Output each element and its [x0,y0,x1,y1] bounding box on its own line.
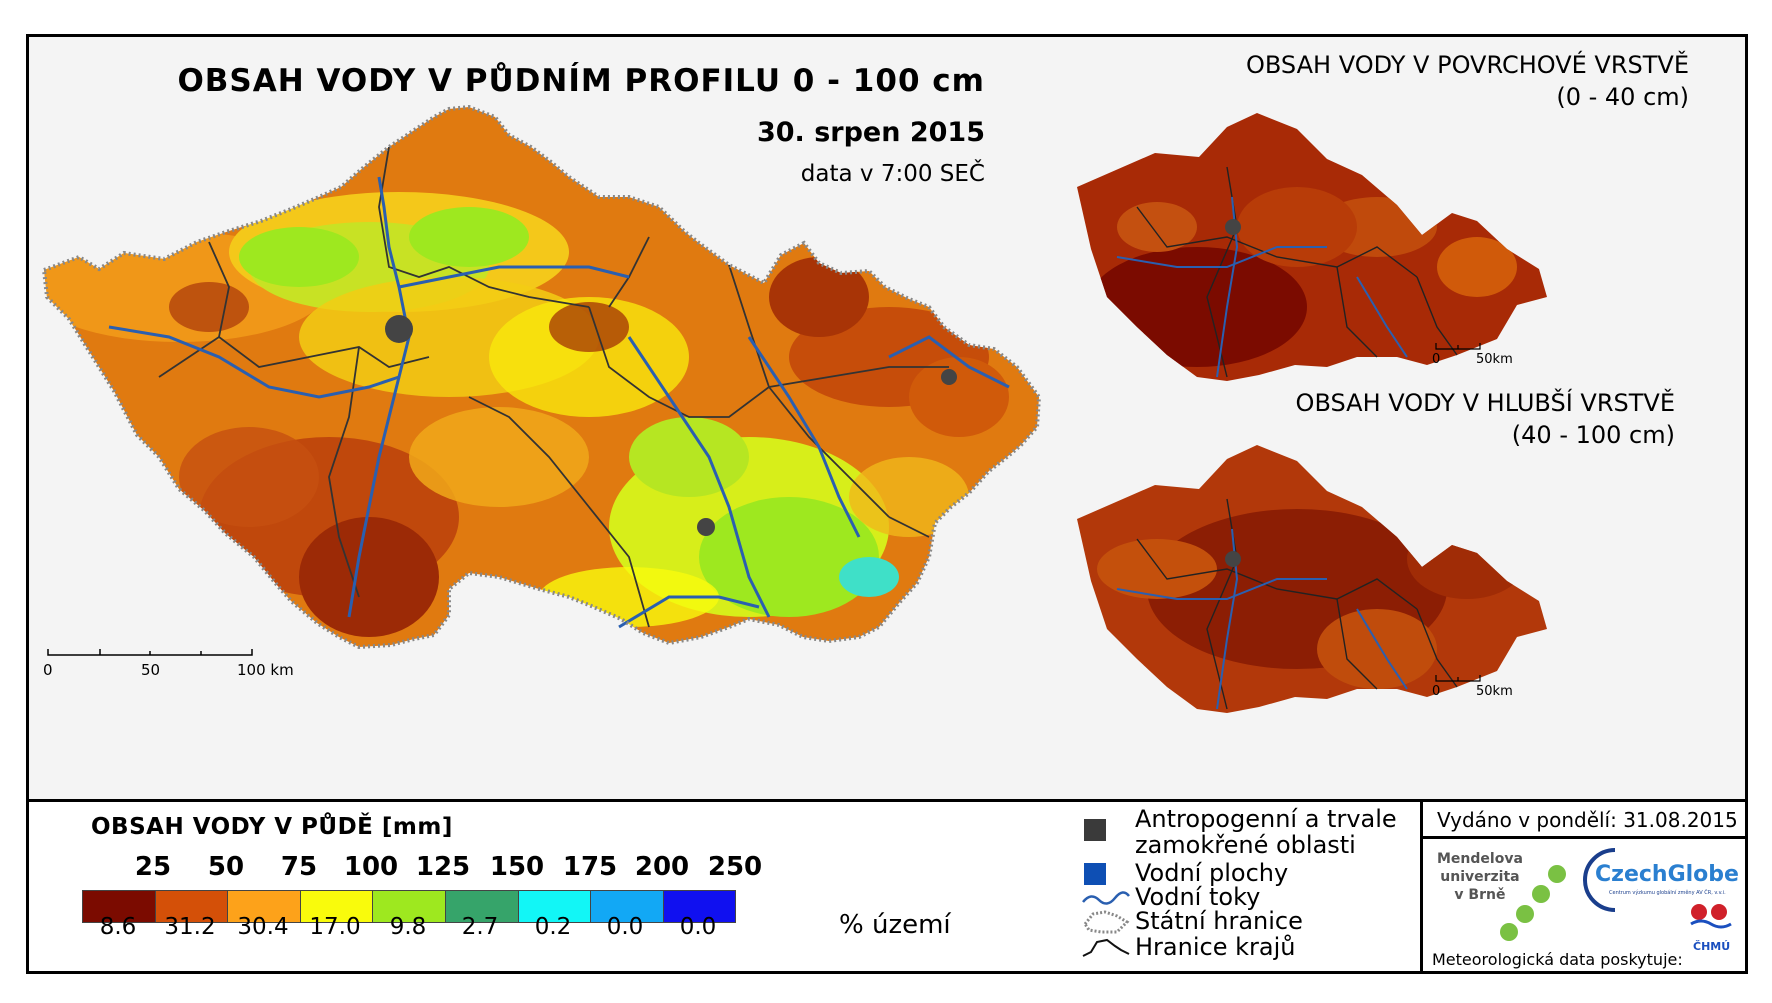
inset-top-scale [1435,343,1481,350]
class-percent: 0.0 [606,914,644,940]
inset-top-scale-50: 50km [1476,352,1513,367]
data-time: data v 7:00 SEČ [800,161,985,187]
czechglobe-subtitle: Centrum výzkumu globální změny AV ČR, v.… [1609,890,1726,896]
blue-square-icon [1084,863,1106,885]
symbol-label-antropogenic: Antropogenní a trvale zamokřené oblasti [1135,806,1397,858]
legend-swatch [82,890,156,923]
mendel-university-logo-text: Mendelova univerzita v Brně [1437,850,1523,904]
main-scale-bar [47,649,253,656]
symbol-label-line1: Antropogenní a trvale [1135,805,1397,833]
brno-urban-area [697,518,715,536]
map-area: 0 50 100 km [29,37,1745,799]
mendel-line1: Mendelova [1437,851,1523,867]
class-percent: 8.6 [99,914,137,940]
threshold-label: 125 [415,852,471,882]
region-border-icon [1082,938,1130,957]
czechglobe-logo: CzechGlobe [1595,862,1739,887]
ostrava-urban-area [941,369,957,385]
symbol-label-line2: zamokřené oblasti [1135,831,1356,859]
class-percent: 31.2 [164,914,216,940]
state-border [41,104,1042,650]
chmu-logo-text: ČHMÚ [1693,940,1731,953]
threshold-label: 200 [634,852,690,882]
legend-swatch [445,890,519,923]
czechglobe-arc-icon [1583,848,1616,912]
issued-date: Vydáno v pondělí: 31.08.2015 [1437,808,1738,832]
class-percent: 0.0 [679,914,717,940]
main-map: 0 50 100 km [41,104,1547,713]
class-percent: 2.7 [461,914,499,940]
inset-top-scale-0: 0 [1432,352,1440,367]
inset-bottom-scale [1435,675,1481,682]
legend-title: OBSAH VODY V PŮDĚ [mm] [91,814,453,840]
symbol-label-water-bodies: Vodní plochy [1135,859,1289,887]
symbol-label-region-border: Hranice krajů [1135,933,1296,961]
inset-top-title-line1: OBSAH VODY V POVRCHOVÉ VRSTVĚ [1246,51,1689,79]
threshold-label: 75 [280,852,318,882]
symbol-label-rivers: Vodní toky [1135,883,1261,911]
mendel-university-logo-icon [1500,865,1566,941]
mendel-line2: univerzita [1440,869,1520,885]
main-scale-50: 50 [141,661,160,679]
inset-bottom-title: OBSAH VODY V HLUBŠÍ VRSTVĚ (40 - 100 cm) [1296,387,1675,451]
class-percent: 30.4 [237,914,289,940]
mendel-line3: v Brně [1454,887,1506,903]
threshold-label: 175 [562,852,618,882]
legend-swatch [154,890,229,923]
threshold-label: 250 [707,852,763,882]
dark-square-icon [1084,819,1106,841]
river-line-icon [1082,891,1130,905]
inset-bottom-scale-0: 0 [1432,684,1440,699]
rivers [108,176,1010,629]
inset-top-title-line2: (0 - 40 cm) [1556,83,1689,111]
class-percent: 9.8 [389,914,427,940]
symbol-label-state-border: Státní hranice [1135,907,1303,935]
percent-unit: % území [839,910,951,940]
inset-bottom-title-line2: (40 - 100 cm) [1511,421,1675,449]
legend-swatch [372,890,446,923]
threshold-label: 50 [207,852,245,882]
map-date: 30. srpen 2015 [756,117,985,148]
legend-swatch [662,890,737,923]
threshold-label: 100 [343,852,399,882]
main-scale-0: 0 [43,661,53,679]
state-border-icon [1083,910,1130,934]
prague-urban-area [385,315,413,343]
main-title: OBSAH VODY V PŮDNÍM PROFILU 0 - 100 cm [177,63,985,99]
main-scale-100: 100 km [237,661,294,679]
class-percent: 0.2 [534,914,572,940]
threshold-label: 25 [134,852,172,882]
threshold-label: 150 [489,852,545,882]
inset-bottom-title-line1: OBSAH VODY V HLUBŠÍ VRSTVĚ [1295,389,1675,417]
legend-swatch [299,890,374,923]
class-percent: 17.0 [309,914,361,940]
legend-swatch [517,890,592,923]
data-provider: Meteorologická data poskytuje: [1432,950,1683,969]
inset-top-title: OBSAH VODY V POVRCHOVÉ VRSTVĚ (0 - 40 cm… [1246,49,1689,113]
inset-bottom-scale-50: 50km [1476,684,1513,699]
legend-panel: OBSAH VODY V PŮDĚ [mm] 25 50 75 100 125 … [29,799,1745,974]
map-frame: 0 50 100 km [26,34,1748,974]
legend-divider [1420,802,1423,974]
chmu-logo-icon [1690,904,1732,929]
region-borders [158,146,949,628]
issued-divider [1423,836,1745,839]
